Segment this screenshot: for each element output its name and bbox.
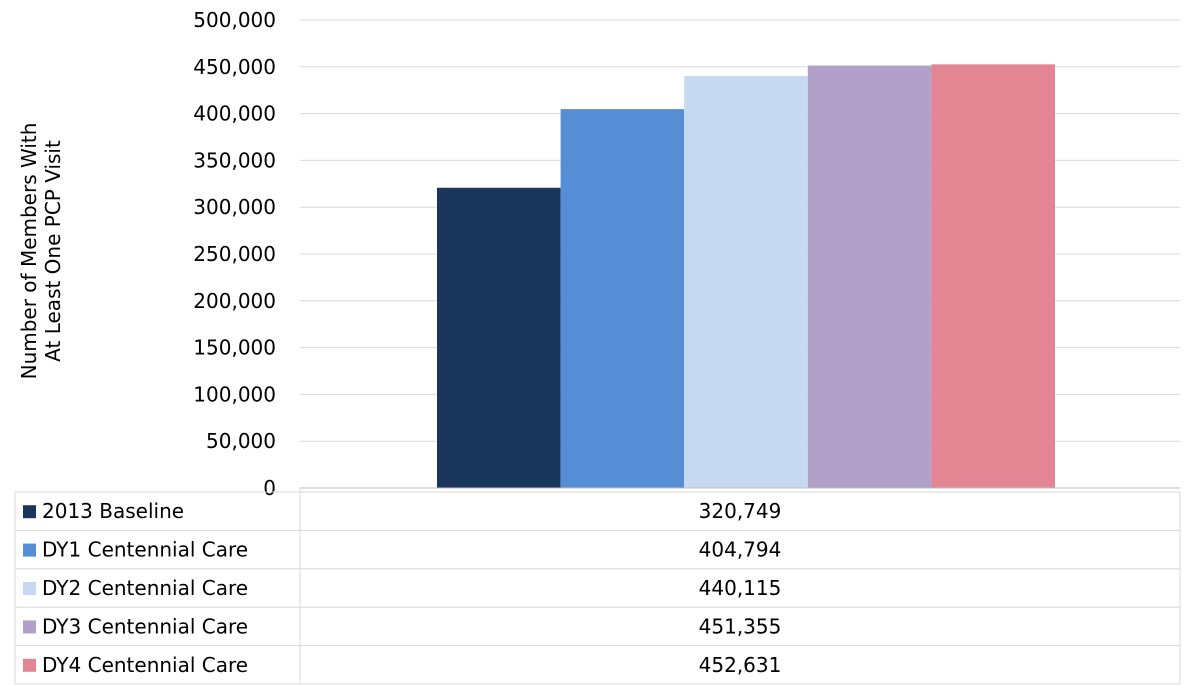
- y-tick-label: 300,000: [193, 195, 276, 219]
- y-tick-label: 250,000: [193, 242, 276, 266]
- y-tick-label: 450,000: [193, 55, 276, 79]
- bar: [684, 76, 808, 488]
- y-tick-label: 350,000: [193, 148, 276, 172]
- data-table: 2013 Baseline 320,749 DY1 Centennial Care 4…: [14, 488, 1181, 685]
- y-tick-label: 50,000: [206, 429, 276, 453]
- bars: [437, 64, 1055, 488]
- data-value-label: 451,355: [699, 614, 782, 638]
- y-tick-label: 200,000: [193, 289, 276, 313]
- y-tick-label: 150,000: [193, 336, 276, 360]
- legend-label: DY4 Centennial Care: [42, 653, 248, 677]
- y-axis-ticks: 0 50,000 100,000 150,000 200,000 250,000 300,0…: [193, 8, 276, 500]
- legend-label: DY2 Centennial Care: [42, 576, 248, 600]
- bar: [931, 64, 1055, 488]
- y-tick-label: 100,000: [193, 382, 276, 406]
- legend-swatch: [23, 505, 36, 519]
- legend-swatch: [23, 543, 36, 557]
- legend-label: DY1 Centennial Care: [42, 538, 248, 562]
- legend-swatch: [23, 658, 36, 672]
- bar: [437, 187, 561, 488]
- data-value-label: 452,631: [699, 653, 782, 677]
- bar: [560, 109, 685, 488]
- y-axis-title-line-1: Number of Members With: [17, 123, 41, 380]
- data-value-label: 404,794: [699, 538, 782, 562]
- y-tick-label: 0: [263, 476, 276, 500]
- data-value-label: 440,115: [699, 576, 782, 600]
- y-tick-label: 400,000: [193, 102, 276, 126]
- data-value-label: 320,749: [699, 499, 782, 523]
- legend-swatch: [23, 620, 36, 634]
- y-tick-label: 500,000: [193, 8, 276, 32]
- legend-label: DY3 Centennial Care: [42, 614, 248, 638]
- legend-label: 2013 Baseline: [42, 499, 184, 523]
- y-axis-title-line-2: At Least One PCP Visit: [41, 140, 65, 362]
- bar: [807, 65, 932, 488]
- legend-swatch: [23, 582, 36, 595]
